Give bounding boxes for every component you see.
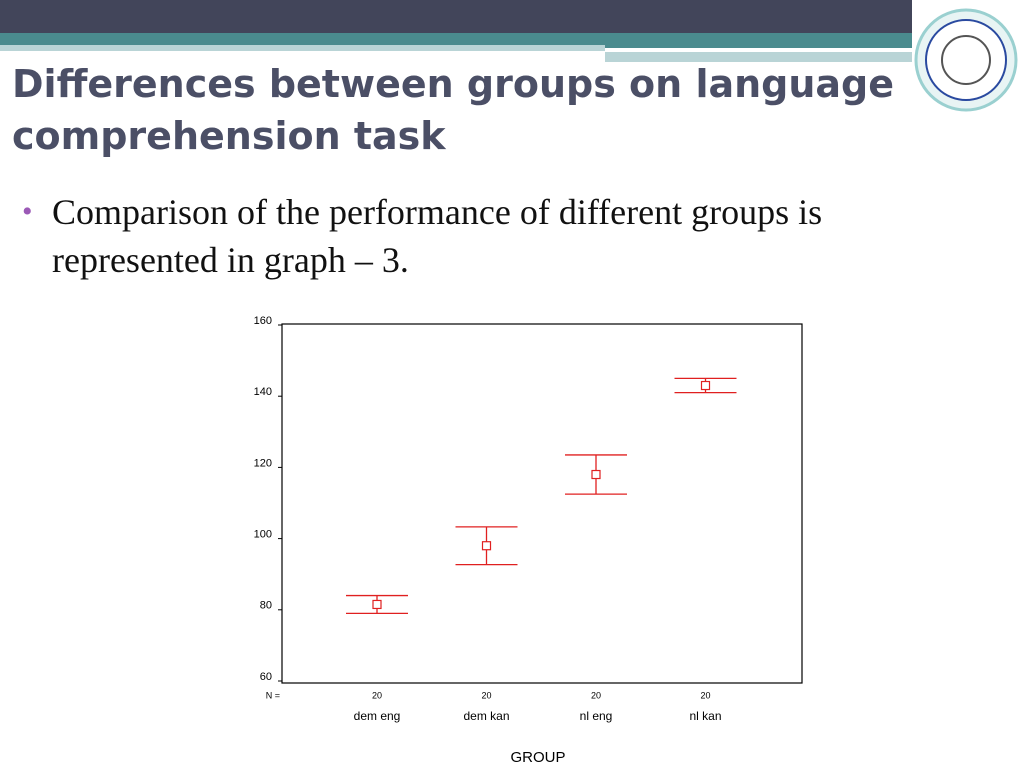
y-tick-label: 120 bbox=[254, 457, 272, 469]
bullet-line: Comparison of the performance of differe… bbox=[52, 192, 823, 232]
y-tick-label: 60 bbox=[260, 671, 272, 683]
header-stripe bbox=[605, 52, 912, 62]
title-line: Differences between groups on language bbox=[12, 62, 895, 106]
y-tick-label: 140 bbox=[254, 386, 272, 398]
x-tick-label: dem kan bbox=[463, 709, 509, 723]
x-tick-label: nl eng bbox=[580, 709, 613, 723]
mean-marker bbox=[481, 541, 492, 551]
bullet-dot: • bbox=[22, 195, 33, 228]
mean-marker bbox=[591, 469, 601, 480]
slide-title: Differences between groups on language c… bbox=[12, 58, 894, 162]
n-value: 20 bbox=[700, 690, 710, 700]
bullet: • Comparison of the performance of diffe… bbox=[22, 188, 822, 284]
header-stripe bbox=[0, 33, 912, 48]
y-tick-label: 80 bbox=[260, 600, 272, 612]
y-tick-label: 100 bbox=[254, 529, 272, 541]
y-tick-label: 160 bbox=[254, 315, 272, 327]
header-bar bbox=[0, 0, 912, 33]
x-tick-label: dem eng bbox=[354, 709, 401, 723]
logo bbox=[941, 35, 991, 85]
n-value: 20 bbox=[481, 690, 491, 700]
n-value: 20 bbox=[372, 690, 382, 700]
x-axis-label: GROUP bbox=[510, 749, 565, 766]
title-line: comprehension task bbox=[12, 114, 446, 158]
n-label: N = bbox=[266, 690, 280, 700]
mean-marker bbox=[372, 599, 382, 610]
plot-frame bbox=[281, 323, 803, 684]
logo bbox=[925, 19, 1007, 101]
header-stripe bbox=[0, 45, 605, 51]
n-value: 20 bbox=[591, 690, 601, 700]
bullet-line: represented in graph – 3. bbox=[52, 240, 409, 280]
x-tick-label: nl kan bbox=[689, 709, 721, 723]
mean-marker bbox=[700, 380, 711, 391]
